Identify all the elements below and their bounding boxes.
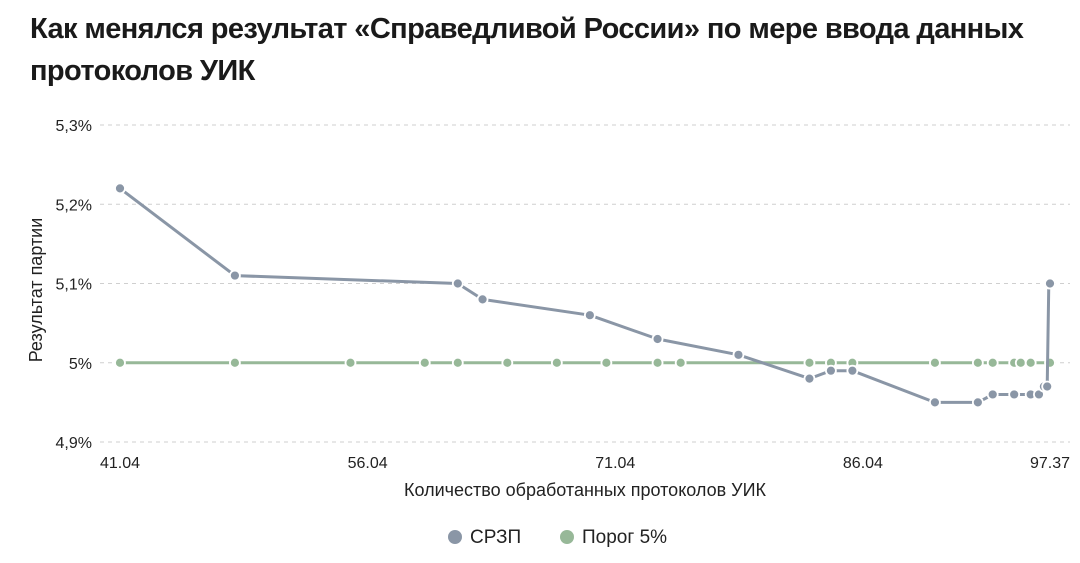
data-point bbox=[344, 356, 357, 369]
data-point bbox=[1008, 388, 1021, 401]
data-point bbox=[550, 356, 563, 369]
x-axis-title: Количество обработанных протоколов УИК bbox=[404, 480, 767, 500]
data-point bbox=[1014, 356, 1027, 369]
y-tick-label: 5,1% bbox=[56, 277, 92, 294]
data-point bbox=[986, 356, 999, 369]
x-tick-label: 71.04 bbox=[595, 455, 635, 472]
data-point bbox=[732, 348, 745, 361]
data-point bbox=[929, 356, 941, 369]
data-point bbox=[846, 364, 859, 377]
series-threshold bbox=[114, 356, 1056, 369]
data-point bbox=[114, 356, 126, 369]
data-point bbox=[971, 356, 984, 369]
data-point bbox=[651, 356, 664, 369]
series-lines bbox=[114, 182, 1056, 409]
data-point bbox=[986, 388, 999, 401]
y-tick-label: 4,9% bbox=[56, 435, 92, 452]
data-point bbox=[451, 356, 464, 369]
x-tick-label: 86.04 bbox=[843, 455, 883, 472]
data-point bbox=[1044, 277, 1056, 290]
legend-label: СРЗП bbox=[470, 527, 521, 548]
data-point bbox=[674, 356, 687, 369]
y-tick-labels: 5,3% 5,2% 5,1% 5% 4,9% bbox=[56, 118, 92, 452]
data-point bbox=[929, 396, 941, 409]
data-point bbox=[1041, 380, 1054, 393]
series-line bbox=[119, 187, 1051, 404]
data-point bbox=[451, 277, 464, 290]
data-point bbox=[600, 356, 613, 369]
x-tick-label: 56.04 bbox=[348, 455, 388, 472]
data-point bbox=[803, 372, 816, 385]
data-point bbox=[476, 293, 489, 306]
y-axis-title: Результат партии bbox=[26, 218, 46, 363]
data-point bbox=[651, 333, 664, 345]
legend-item: СРЗП bbox=[448, 527, 521, 548]
legend-item: Порог 5% bbox=[560, 527, 667, 548]
data-point bbox=[418, 356, 431, 369]
x-tick-label: 97.37 bbox=[1030, 455, 1070, 472]
y-tick-label: 5,2% bbox=[56, 197, 92, 214]
y-tick-label: 5% bbox=[69, 356, 92, 373]
data-point bbox=[971, 396, 984, 409]
grid-lines bbox=[100, 124, 1070, 443]
legend-marker bbox=[560, 530, 574, 544]
data-point bbox=[114, 182, 126, 195]
x-tick-label: 41.04 bbox=[100, 455, 140, 472]
x-tick-labels: 41.04 56.04 71.04 86.04 97.37 bbox=[100, 455, 1070, 472]
y-tick-label: 5,3% bbox=[56, 118, 92, 135]
legend: СРЗП Порог 5% bbox=[448, 527, 667, 548]
data-point bbox=[229, 269, 241, 282]
legend-marker bbox=[448, 530, 462, 544]
legend-label: Порог 5% bbox=[582, 527, 667, 548]
chart-title: Как менялся результат «Справедливой Росс… bbox=[30, 13, 1024, 87]
data-point bbox=[229, 356, 241, 369]
data-point bbox=[825, 364, 837, 377]
data-point bbox=[1024, 356, 1037, 369]
data-point bbox=[803, 356, 816, 369]
data-point bbox=[583, 309, 596, 322]
data-point bbox=[501, 356, 514, 369]
series-srzp bbox=[114, 182, 1056, 409]
